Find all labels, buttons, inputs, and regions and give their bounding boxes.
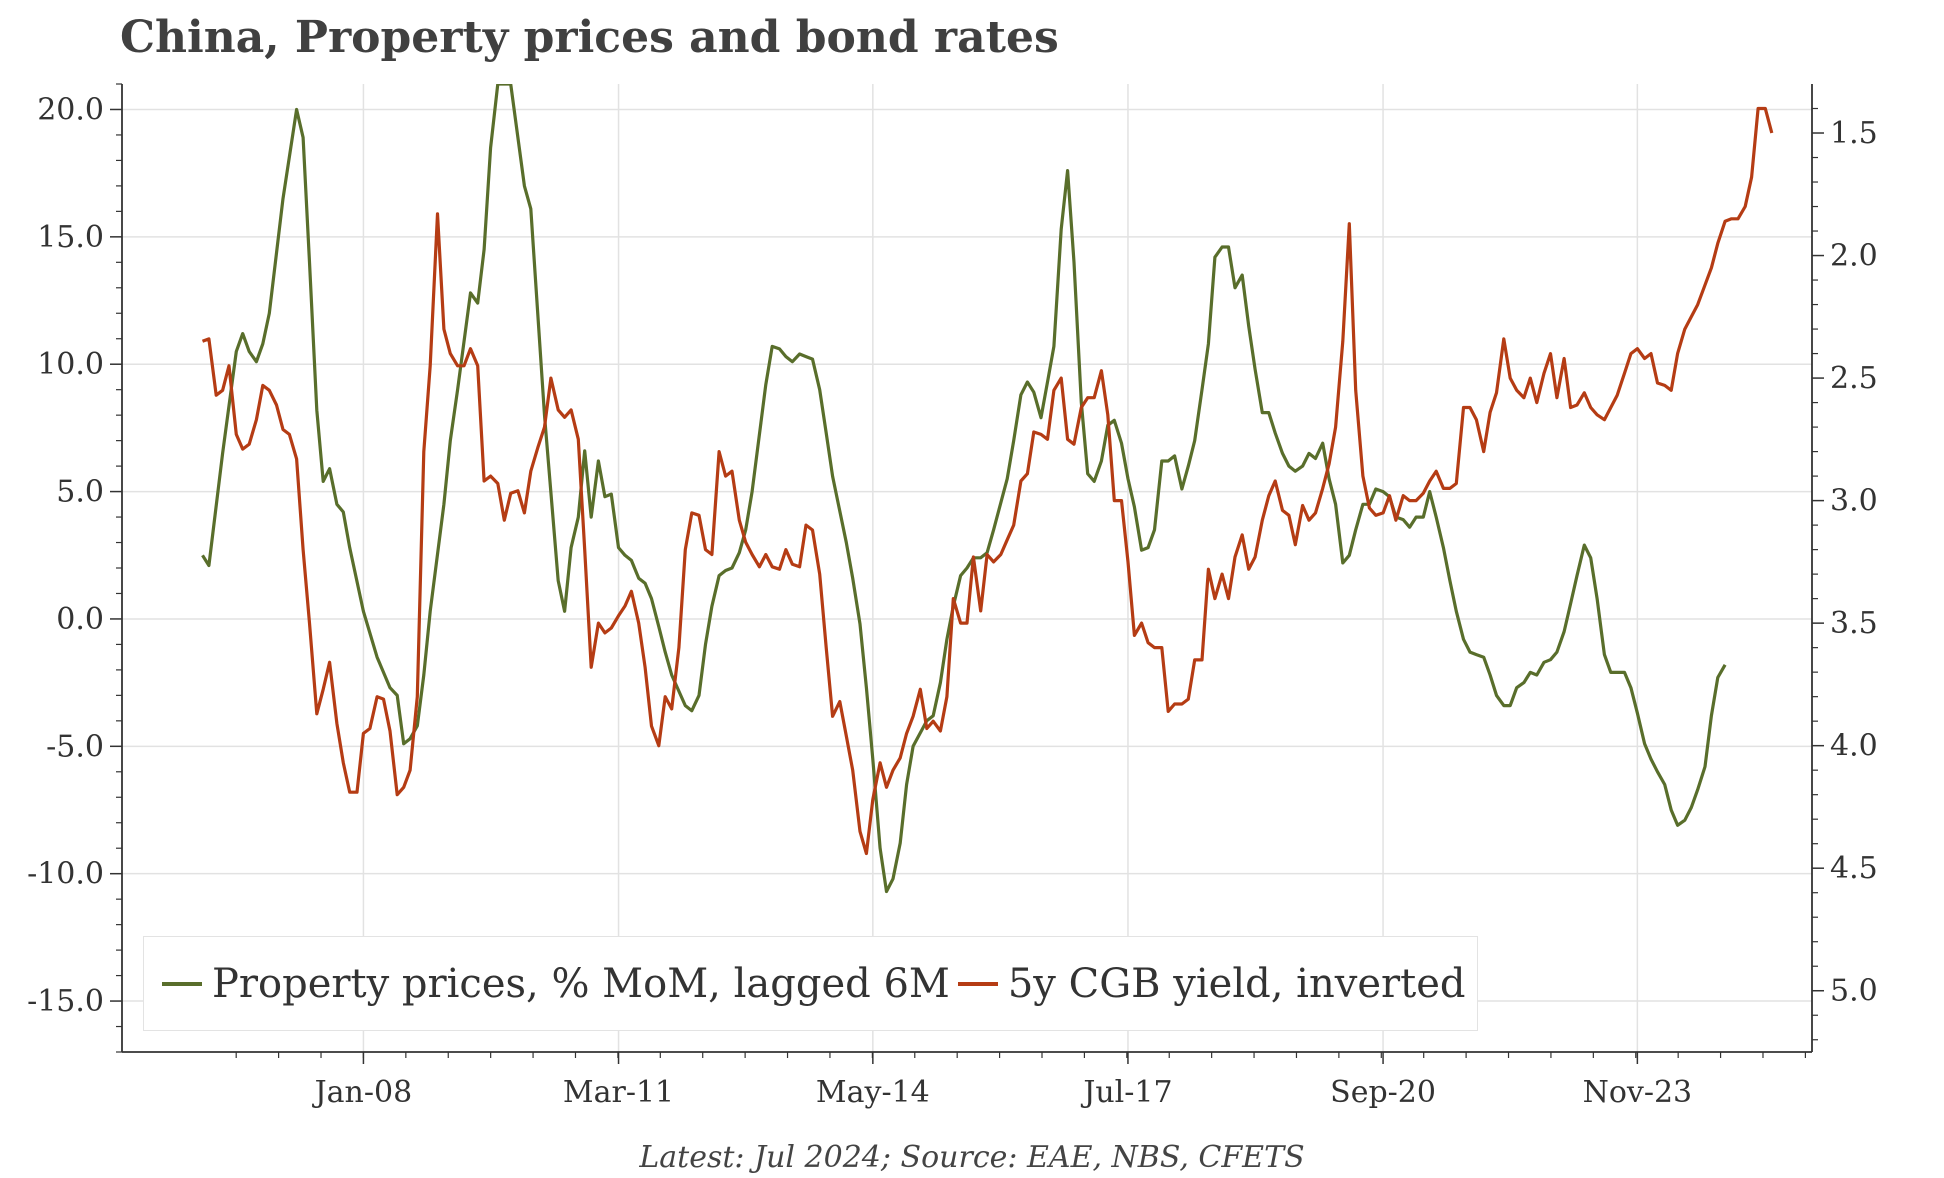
legend-entry-cgb: 5y CGB yield, inverted [957, 960, 1466, 1007]
legend-swatch-property [162, 981, 202, 986]
x-tick-label: Nov-23 [1583, 1075, 1693, 1110]
right-tick-label: 4.0 [1830, 729, 1878, 764]
right-tick-label: 1.5 [1830, 116, 1878, 151]
legend-swatch-cgb [957, 981, 998, 986]
series-line-property-prices [201, 84, 1727, 894]
right-tick-label: 3.5 [1830, 606, 1878, 641]
right-tick-label: 5.0 [1830, 974, 1878, 1009]
left-tick-label: 10.0 [37, 347, 104, 382]
left-tick-label: -10.0 [27, 857, 104, 892]
right-tick-label: 2.5 [1830, 361, 1878, 396]
x-tick-label: Jan-08 [312, 1075, 413, 1110]
series-line-cgb-yield [201, 106, 1774, 856]
source-note: Latest: Jul 2024; Source: EAE, NBS, CFET… [639, 1140, 1305, 1175]
right-tick-label: 2.0 [1830, 239, 1878, 274]
legend: Property prices, % MoM, lagged 6M 5y CGB… [143, 936, 1478, 1031]
left-tick-label: 20.0 [37, 92, 104, 127]
chart-title: China, Property prices and bond rates [120, 12, 1059, 63]
left-tick-label: 15.0 [37, 220, 104, 255]
x-tick-label: Mar-11 [563, 1075, 674, 1110]
legend-label-property: Property prices, % MoM, lagged 6M [212, 960, 950, 1007]
right-tick-label: 3.0 [1830, 484, 1878, 519]
right-tick-label: 4.5 [1830, 851, 1878, 886]
legend-entry-property: Property prices, % MoM, lagged 6M [162, 961, 950, 1007]
left-tick-label: -5.0 [46, 729, 104, 764]
left-tick-label: 5.0 [56, 475, 104, 510]
x-tick-label: Sep-20 [1330, 1075, 1436, 1110]
x-tick-label: May-14 [816, 1075, 930, 1110]
legend-label-cgb: 5y CGB yield, inverted [1007, 960, 1466, 1007]
x-tick-label: Jul-17 [1080, 1075, 1172, 1110]
left-tick-label: 0.0 [56, 602, 104, 637]
left-tick-label: -15.0 [27, 984, 104, 1019]
